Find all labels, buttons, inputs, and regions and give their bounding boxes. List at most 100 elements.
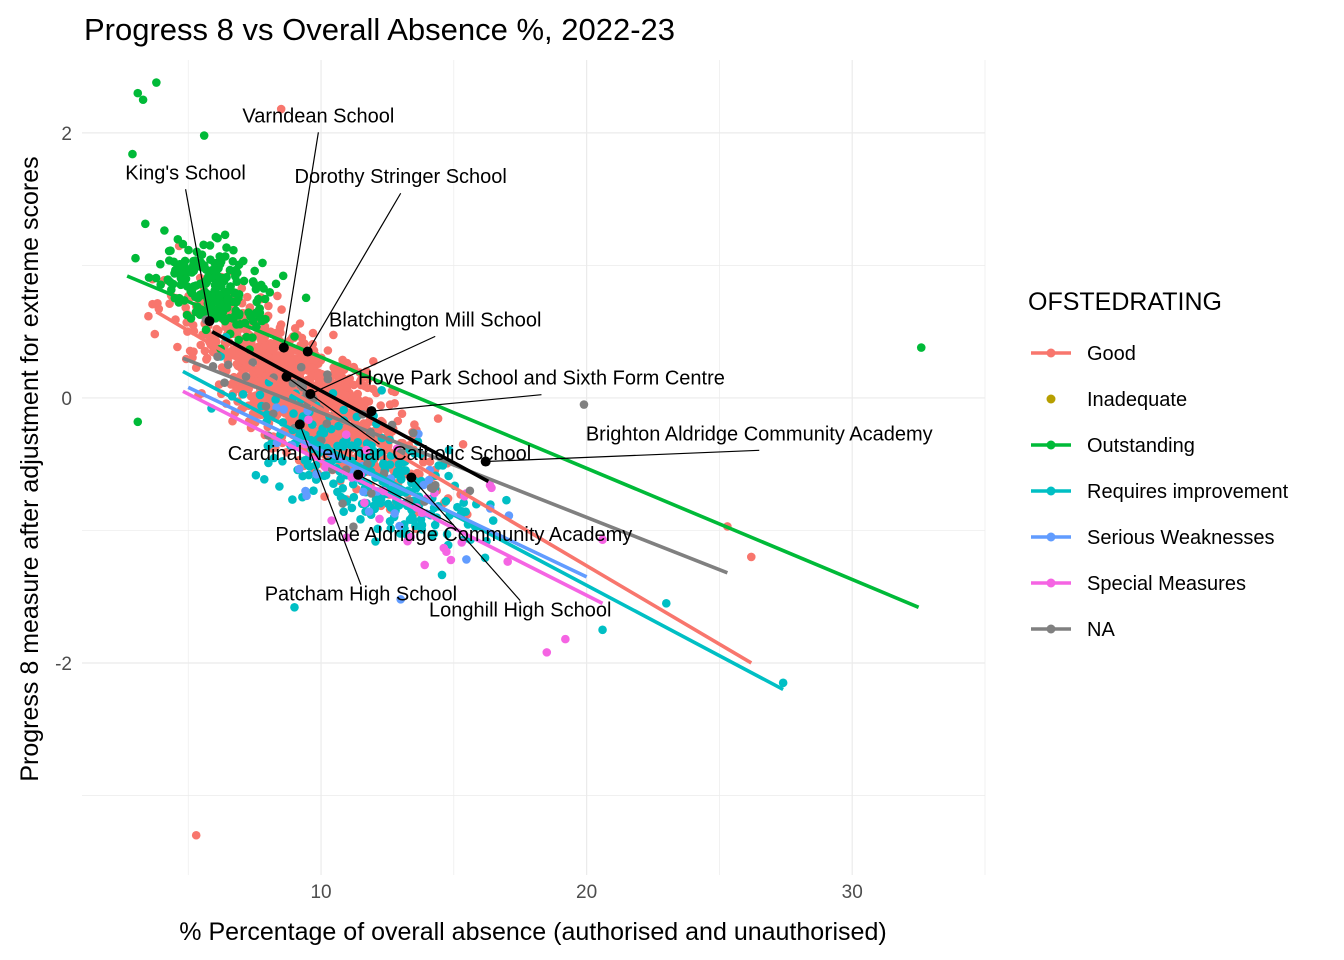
- point-good: [746, 552, 756, 562]
- point-serious-weaknesses: [395, 521, 404, 531]
- point-outstanding: [215, 291, 224, 300]
- trend-line-outstanding: [126, 274, 920, 609]
- legend-label: NA: [1087, 619, 1115, 641]
- point-requires-improvement: [251, 470, 261, 480]
- point-requires-improvement: [373, 524, 383, 534]
- point-good: [425, 457, 435, 467]
- point-good: [286, 356, 296, 366]
- point-good: [433, 414, 443, 423]
- school-label: Cardinal Newman Catholic School: [228, 443, 531, 465]
- point-good: [212, 337, 221, 346]
- point-requires-improvement: [444, 445, 454, 455]
- point-requires-improvement: [369, 446, 378, 456]
- point-na: [579, 400, 589, 409]
- point-outstanding: [229, 245, 238, 255]
- point-serious-weaknesses: [294, 464, 304, 474]
- point-outstanding: [249, 316, 258, 326]
- point-outstanding: [265, 288, 275, 297]
- point-outstanding: [151, 273, 161, 283]
- highlighted-school-point: [366, 406, 377, 417]
- point-requires-improvement: [269, 453, 279, 463]
- trend-line-serious-weaknesses: [187, 385, 588, 579]
- x-tick-label: 10: [310, 882, 331, 903]
- point-requires-improvement: [347, 503, 357, 513]
- legend-swatch: [1046, 394, 1056, 404]
- point-good: [202, 353, 212, 363]
- point-requires-improvement: [303, 460, 313, 470]
- point-requires-improvement: [386, 524, 396, 533]
- point-outstanding: [156, 259, 165, 269]
- point-good: [282, 448, 291, 457]
- point-outstanding: [199, 240, 208, 250]
- point-requires-improvement: [407, 512, 417, 522]
- point-requires-improvement: [429, 529, 439, 539]
- legend-swatch: [1046, 348, 1056, 358]
- point-outstanding: [222, 303, 232, 313]
- point-special-measures: [598, 535, 607, 545]
- point-special-measures: [457, 538, 467, 547]
- point-good: [256, 334, 266, 344]
- point-good: [280, 358, 289, 368]
- point-na: [220, 378, 229, 388]
- point-outstanding: [195, 290, 205, 300]
- label-leader-line: [310, 335, 436, 395]
- point-outstanding: [258, 258, 267, 268]
- point-outstanding: [234, 335, 243, 345]
- point-outstanding: [220, 230, 230, 240]
- point-requires-improvement: [417, 525, 427, 534]
- point-requires-improvement: [395, 529, 405, 538]
- legend-swatch: [1046, 532, 1056, 542]
- point-good: [173, 342, 182, 352]
- point-requires-improvement: [401, 466, 410, 475]
- legend-label: Special Measures: [1087, 573, 1246, 595]
- point-requires-improvement: [278, 457, 287, 466]
- point-requires-improvement: [362, 439, 372, 448]
- point-special-measures: [341, 430, 351, 439]
- point-good: [368, 384, 378, 394]
- point-serious-weaknesses: [279, 405, 289, 414]
- point-outstanding: [234, 293, 243, 303]
- point-good: [243, 292, 252, 302]
- point-requires-improvement: [396, 473, 406, 483]
- point-na: [349, 522, 358, 531]
- point-outstanding: [201, 265, 211, 274]
- point-requires-improvement: [336, 474, 345, 484]
- point-special-measures: [327, 516, 336, 525]
- point-requires-improvement: [379, 459, 388, 468]
- point-good: [200, 346, 210, 356]
- point-good: [332, 402, 342, 412]
- point-serious-weaknesses: [462, 555, 471, 564]
- label-leader-line: [410, 477, 521, 601]
- label-leader-line: [357, 474, 455, 526]
- legend-label: Requires improvement: [1087, 481, 1289, 503]
- point-requires-improvement: [353, 438, 363, 447]
- point-outstanding: [290, 332, 299, 341]
- point-requires-improvement: [411, 521, 420, 531]
- point-outstanding: [211, 264, 220, 274]
- point-good: [273, 291, 282, 301]
- highlighted-school-point: [353, 469, 364, 480]
- point-good: [276, 104, 286, 114]
- trend-line-requires-improvement: [182, 369, 784, 692]
- point-outstanding: [180, 256, 190, 266]
- point-special-measures: [375, 514, 384, 524]
- label-leader-line: [485, 449, 760, 463]
- point-serious-weaknesses: [424, 475, 434, 485]
- point-na: [296, 362, 306, 372]
- school-label: Dorothy Stringer School: [295, 166, 507, 188]
- point-good: [397, 409, 407, 419]
- point-requires-improvement: [333, 441, 342, 451]
- point-outstanding: [184, 245, 193, 255]
- point-requires-improvement: [442, 529, 452, 539]
- point-outstanding: [131, 253, 140, 263]
- point-serious-weaknesses: [364, 507, 374, 516]
- point-outstanding: [166, 246, 175, 255]
- highlighted-school-point: [406, 472, 417, 483]
- point-outstanding: [201, 325, 211, 335]
- point-outstanding: [223, 295, 232, 304]
- highlighted-school-point: [294, 419, 305, 430]
- point-requires-improvement: [437, 570, 447, 580]
- school-label: Brighton Aldridge Community Academy: [586, 423, 933, 445]
- point-outstanding: [165, 256, 174, 265]
- point-special-measures: [487, 483, 496, 493]
